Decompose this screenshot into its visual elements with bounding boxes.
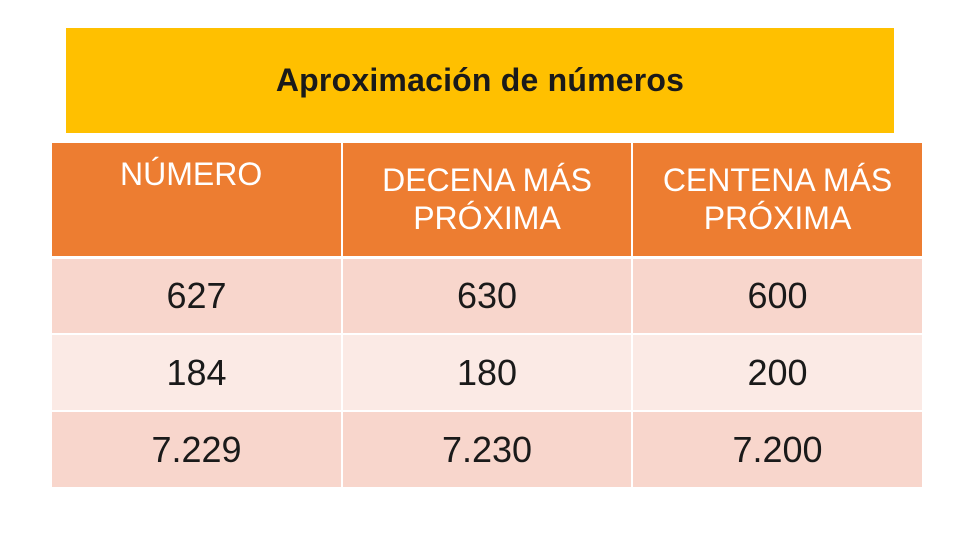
rounding-table: NÚMERO DECENA MÁS PRÓXIMA CENTENA MÁS PR… bbox=[52, 143, 922, 489]
table-row: 184 180 200 bbox=[52, 334, 922, 412]
title-banner: Aproximación de números bbox=[66, 28, 894, 133]
cell-centena: 7.200 bbox=[632, 411, 922, 489]
header-numero: NÚMERO bbox=[52, 143, 343, 259]
table-row: 627 630 600 bbox=[52, 257, 922, 335]
cell-decena: 180 bbox=[342, 334, 633, 412]
cell-centena: 200 bbox=[632, 334, 922, 412]
table-row: 7.229 7.230 7.200 bbox=[52, 411, 922, 489]
cell-decena: 630 bbox=[342, 257, 633, 335]
header-centena: CENTENA MÁS PRÓXIMA bbox=[632, 143, 922, 259]
cell-numero: 7.229 bbox=[52, 411, 343, 489]
page-title: Aproximación de números bbox=[275, 62, 685, 98]
cell-centena: 600 bbox=[632, 257, 922, 335]
cell-decena: 7.230 bbox=[342, 411, 633, 489]
table-header-row: NÚMERO DECENA MÁS PRÓXIMA CENTENA MÁS PR… bbox=[52, 143, 922, 259]
header-decena: DECENA MÁS PRÓXIMA bbox=[342, 143, 633, 259]
cell-numero: 627 bbox=[52, 257, 343, 335]
cell-numero: 184 bbox=[52, 334, 343, 412]
